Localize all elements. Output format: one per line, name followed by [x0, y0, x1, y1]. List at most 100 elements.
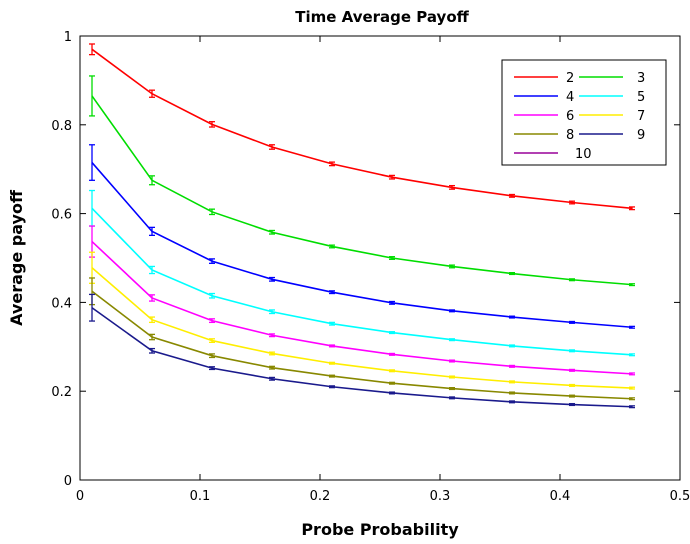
- error-bar: [569, 320, 575, 324]
- legend-item: 10: [514, 147, 592, 162]
- error-bar: [569, 200, 575, 205]
- axis-ticks: 0 0.1 0.2 0.3 0.4 0.5 0 0.2 0.4 0.6 0.8 1: [51, 30, 690, 504]
- legend-item: 3: [579, 71, 645, 86]
- series-6: [89, 225, 635, 376]
- error-bar: [629, 386, 635, 390]
- legend: 2 3 4 5 6 7 8 9 10: [501, 59, 667, 166]
- error-bar: [89, 293, 95, 322]
- y-tick-label: 0.6: [51, 208, 72, 223]
- error-bar: [449, 386, 455, 391]
- legend-item: 6: [514, 109, 574, 124]
- error-bar: [509, 400, 515, 404]
- error-bar: [629, 405, 635, 409]
- error-bar: [269, 333, 275, 338]
- legend-label: 7: [637, 109, 645, 124]
- error-bar: [149, 175, 155, 186]
- error-bar: [209, 121, 215, 128]
- error-bar: [269, 351, 275, 356]
- series-2: [89, 43, 635, 211]
- series-7: [89, 251, 635, 390]
- error-bar: [449, 338, 455, 342]
- error-bar: [389, 369, 395, 373]
- y-tick-label: 1: [64, 30, 72, 45]
- legend-item: 7: [579, 109, 645, 124]
- error-bar: [89, 43, 95, 56]
- error-bar: [569, 349, 575, 353]
- error-bar: [389, 256, 395, 260]
- legend-item: 5: [579, 90, 645, 105]
- error-bar: [149, 316, 155, 324]
- error-bar: [389, 331, 395, 335]
- series-9: [89, 293, 635, 409]
- legend-item: 9: [579, 128, 645, 143]
- series-4: [89, 144, 635, 329]
- error-bar: [569, 402, 575, 407]
- error-bar: [149, 226, 155, 237]
- error-bar: [209, 318, 215, 324]
- legend-label: 6: [566, 109, 574, 124]
- error-bar: [329, 244, 335, 249]
- x-tick-label: 0.2: [310, 489, 331, 504]
- error-bar: [89, 144, 95, 181]
- error-bar: [449, 359, 455, 363]
- y-axis-label: Average payoff: [7, 189, 26, 326]
- x-tick-label: 0.4: [550, 489, 571, 504]
- error-bar: [569, 368, 575, 372]
- error-bar: [449, 396, 455, 400]
- series-line: [91, 290, 633, 400]
- error-bar: [389, 352, 395, 356]
- series-line: [91, 48, 633, 210]
- y-tick-label: 0.4: [51, 296, 72, 311]
- series-line: [91, 307, 633, 408]
- error-bar: [629, 353, 635, 357]
- error-bar: [269, 276, 275, 282]
- series-line: [91, 267, 633, 389]
- legend-item: 2: [514, 71, 574, 86]
- y-tick-label: 0: [64, 474, 72, 489]
- error-bar: [329, 161, 335, 167]
- legend-label: 8: [566, 128, 574, 143]
- error-bar: [509, 391, 515, 395]
- y-tick-label: 0.2: [51, 385, 72, 400]
- error-bar: [629, 325, 635, 329]
- error-bar: [209, 353, 215, 359]
- error-bar: [329, 344, 335, 348]
- legend-label: 2: [566, 71, 574, 86]
- error-bar: [389, 391, 395, 395]
- error-bar: [209, 208, 215, 216]
- error-bar: [269, 229, 275, 235]
- legend-label: 4: [566, 90, 574, 105]
- y-tick-label: 0.8: [51, 119, 72, 134]
- legend-label: 9: [637, 128, 645, 143]
- x-tick-label: 0.5: [670, 489, 690, 504]
- error-bar: [449, 184, 455, 190]
- series-line: [91, 162, 633, 329]
- x-tick-label: 0.1: [190, 489, 211, 504]
- series-line: [91, 95, 633, 286]
- legend-item: 8: [514, 128, 574, 143]
- error-bar: [629, 206, 635, 211]
- error-bar: [509, 380, 515, 384]
- legend-item: 4: [514, 90, 574, 105]
- series-8: [89, 277, 635, 401]
- error-bar: [629, 283, 635, 287]
- x-axis-label: Probe Probability: [301, 520, 459, 539]
- error-bar: [569, 278, 575, 282]
- error-bar: [149, 347, 155, 354]
- error-bar: [209, 258, 215, 264]
- error-bar: [449, 309, 455, 313]
- series-3: [89, 75, 635, 287]
- error-bar: [629, 397, 635, 401]
- series-line: [91, 240, 633, 375]
- error-bar: [209, 292, 215, 299]
- error-bar: [89, 75, 95, 117]
- chart-title: Time Average Payoff: [295, 8, 469, 26]
- error-bar: [449, 264, 455, 269]
- x-tick-label: 0.3: [430, 489, 451, 504]
- error-bar: [629, 372, 635, 376]
- error-bar: [149, 294, 155, 302]
- series-layer: [89, 43, 635, 409]
- error-bar: [509, 272, 515, 276]
- error-bar: [389, 174, 395, 180]
